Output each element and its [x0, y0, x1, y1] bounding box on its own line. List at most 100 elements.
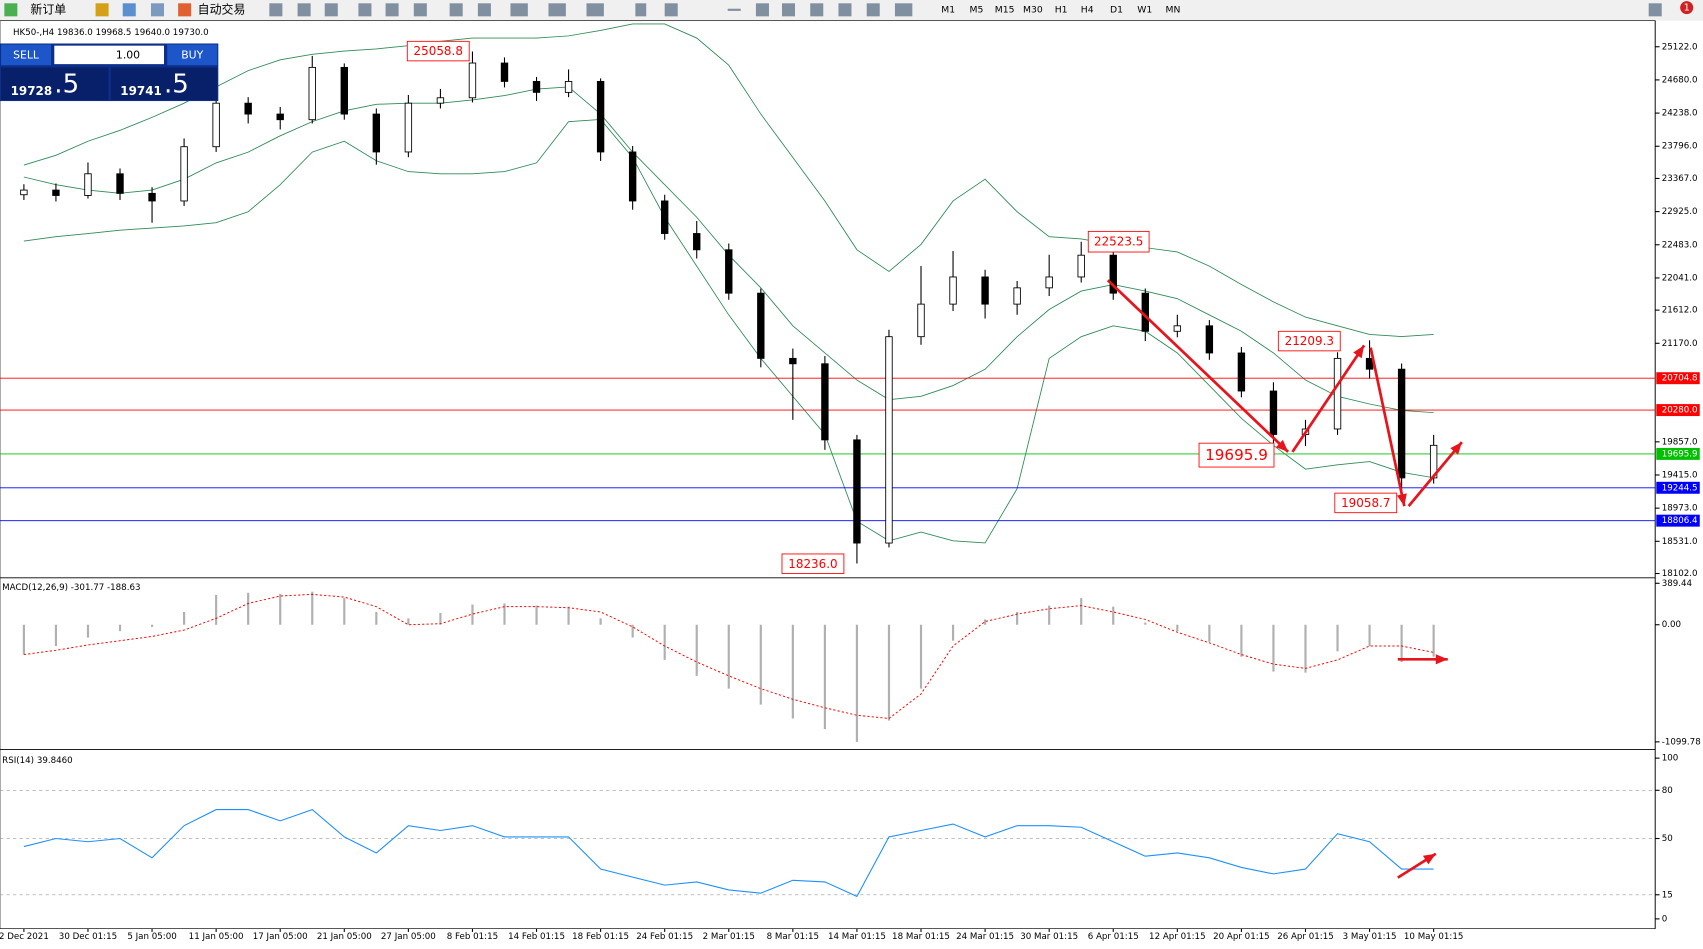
macd-bar — [1208, 624, 1211, 642]
level-label: 20704.8 — [1662, 374, 1698, 384]
arrow — [1369, 347, 1406, 507]
macd-bar — [567, 606, 570, 625]
buy-button[interactable] — [167, 44, 218, 66]
macd-bar — [86, 624, 90, 638]
x-tick-label: 26 Apr 01:15 — [1277, 932, 1334, 942]
icon[interactable] — [413, 3, 427, 17]
macd-bar — [1432, 624, 1435, 657]
icon[interactable] — [810, 3, 824, 17]
level-label: 19695.9 — [1662, 449, 1698, 459]
icon[interactable] — [586, 3, 604, 17]
timeframe[interactable]: M30 — [1023, 4, 1043, 15]
candle-body — [628, 151, 637, 202]
icon[interactable] — [635, 3, 647, 17]
sell-price-box[interactable] — [1, 67, 109, 100]
sell-pips: .5 — [54, 69, 79, 99]
timeframe[interactable]: W1 — [1137, 4, 1152, 15]
timeframe[interactable]: H4 — [1081, 4, 1094, 15]
timeframe[interactable]: M1 — [941, 4, 955, 15]
x-tick-label: 11 Jan 05:00 — [189, 932, 244, 942]
annotation: 18236.0 — [788, 557, 837, 571]
annotation-box — [406, 40, 470, 62]
x-tick-label: 2 Dec 2021 — [0, 932, 49, 942]
icon[interactable] — [510, 3, 528, 17]
sell-button[interactable] — [1, 44, 52, 66]
timeframe[interactable]: M5 — [969, 4, 983, 15]
icon[interactable] — [838, 3, 852, 17]
icon[interactable] — [385, 3, 399, 17]
chart-frame — [0, 20, 1656, 929]
candle-body — [885, 336, 893, 544]
x-tick-label: 17 Jan 05:00 — [253, 932, 308, 942]
macd-bar — [22, 624, 25, 655]
candle-body — [981, 276, 989, 305]
x-tick-label: 3 May 01:15 — [1343, 932, 1397, 942]
icon[interactable] — [324, 3, 338, 17]
x-tick-label: 30 Dec 01:15 — [59, 932, 117, 942]
annotation: 19058.7 — [1341, 496, 1390, 510]
y-tick-label: 22483.0 — [1662, 240, 1698, 250]
x-tick-label: 8 Mar 01:15 — [767, 932, 819, 942]
icon[interactable] — [150, 3, 165, 17]
icon[interactable] — [477, 3, 491, 17]
icon[interactable] — [449, 3, 463, 17]
timeframe[interactable]: M15 — [995, 4, 1015, 15]
buy-label[interactable]: BUY — [181, 48, 203, 61]
macd-bar — [823, 624, 826, 730]
arrow — [1291, 344, 1366, 453]
icon[interactable] — [548, 3, 566, 17]
arrow-head — [1275, 439, 1289, 452]
timeframe[interactable]: H1 — [1055, 4, 1068, 15]
candle-body — [244, 102, 252, 115]
alert-count: 1 — [1684, 3, 1690, 14]
icon[interactable] — [727, 8, 741, 11]
new-order[interactable]: 新订单 — [30, 1, 66, 16]
level-label: 19244.5 — [1662, 483, 1698, 493]
lot-value[interactable]: 1.00 — [116, 48, 140, 61]
candle-body — [1205, 325, 1214, 354]
macd-bar — [919, 624, 923, 689]
y-tick-label: 0 — [1662, 914, 1668, 924]
timeframe[interactable]: D1 — [1110, 4, 1123, 15]
icon[interactable] — [269, 3, 283, 17]
icon[interactable] — [95, 3, 109, 17]
macd-bar — [1272, 624, 1275, 672]
icon[interactable] — [4, 3, 18, 17]
candle-body — [404, 102, 413, 153]
icon[interactable] — [664, 3, 678, 17]
icon[interactable] — [297, 3, 311, 17]
macd-bar — [1112, 606, 1115, 625]
sell-label[interactable]: SELL — [13, 48, 39, 61]
icon[interactable] — [1648, 3, 1662, 17]
icon[interactable] — [122, 3, 136, 17]
candle-body — [853, 439, 861, 544]
level-tag — [1656, 372, 1700, 385]
candle-body — [725, 249, 733, 294]
annotation: 25058.8 — [414, 44, 463, 58]
macd-bar — [1048, 605, 1051, 625]
annotation-box — [1198, 442, 1275, 468]
alert-badge[interactable] — [1680, 1, 1694, 15]
icon[interactable] — [781, 3, 796, 17]
annotation: 22523.5 — [1094, 235, 1143, 249]
auto-trading[interactable]: 自动交易 — [198, 1, 246, 16]
candle-body — [1237, 352, 1246, 392]
y-tick-label: 25122.0 — [1662, 42, 1698, 52]
icon[interactable] — [358, 3, 372, 17]
macd-bar — [727, 624, 730, 689]
macd-bar — [343, 598, 346, 625]
candle-body — [20, 189, 28, 196]
y-tick-label: 18531.0 — [1662, 537, 1698, 547]
macd-bar — [1240, 624, 1243, 657]
x-tick-label: 24 Feb 01:15 — [636, 932, 693, 942]
lot-input[interactable] — [54, 45, 165, 65]
buy-price-box[interactable] — [110, 67, 218, 100]
icon[interactable] — [894, 3, 913, 17]
icon[interactable] — [178, 3, 192, 17]
icon[interactable] — [866, 3, 880, 17]
buy-price: 19741 — [120, 84, 162, 98]
icon[interactable] — [755, 3, 769, 17]
level-tag — [1656, 404, 1700, 417]
timeframe[interactable]: MN — [1166, 4, 1181, 15]
macd-bar — [375, 611, 378, 625]
